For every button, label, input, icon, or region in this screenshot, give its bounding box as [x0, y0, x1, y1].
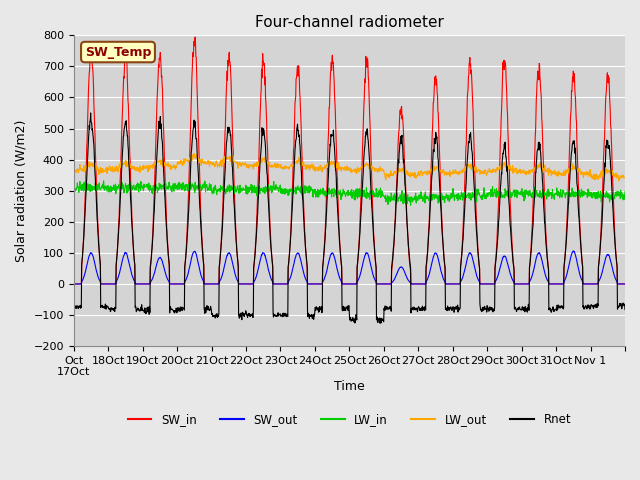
SW_in: [70, 281, 77, 287]
LW_in: [614, 189, 622, 194]
LW_out: [70, 168, 77, 173]
SW_out: [614, 281, 622, 287]
SW_in: [325, 121, 333, 127]
X-axis label: Time: Time: [334, 380, 365, 393]
SW_in: [191, 34, 199, 40]
SW_out: [70, 281, 77, 287]
Title: Four-channel radiometer: Four-channel radiometer: [255, 15, 444, 30]
LW_in: [100, 178, 108, 184]
LW_in: [335, 191, 343, 197]
Line: LW_out: LW_out: [74, 154, 625, 181]
LW_out: [335, 163, 343, 169]
SW_out: [335, 273, 342, 278]
Rnet: [157, 114, 164, 120]
SW_in: [156, 54, 164, 60]
LW_in: [325, 187, 333, 192]
Rnet: [480, 307, 488, 313]
LW_out: [479, 169, 487, 175]
Rnet: [614, 305, 622, 311]
LW_in: [70, 184, 77, 190]
SW_in: [614, 281, 622, 287]
Line: SW_in: SW_in: [74, 37, 625, 284]
Rnet: [621, 307, 629, 312]
LW_in: [480, 185, 488, 191]
Rnet: [561, 257, 568, 263]
Rnet: [87, 110, 95, 116]
SW_out: [560, 278, 568, 284]
Y-axis label: Solar radiation (W/m2): Solar radiation (W/m2): [15, 120, 28, 262]
Line: SW_out: SW_out: [74, 251, 625, 284]
LW_out: [561, 168, 568, 174]
SW_out: [479, 281, 487, 287]
LW_out: [325, 160, 333, 166]
Text: SW_Temp: SW_Temp: [85, 46, 151, 59]
Rnet: [335, 233, 343, 239]
Rnet: [325, 164, 333, 170]
LW_in: [157, 183, 164, 189]
SW_in: [561, 262, 568, 267]
LW_out: [621, 174, 629, 180]
LW_out: [156, 157, 164, 163]
SW_out: [156, 255, 164, 261]
SW_out: [621, 281, 629, 287]
Legend: SW_in, SW_out, LW_in, LW_out, Rnet: SW_in, SW_out, LW_in, LW_out, Rnet: [123, 408, 576, 431]
LW_in: [561, 192, 568, 198]
LW_out: [190, 151, 198, 156]
SW_out: [570, 248, 577, 254]
SW_in: [479, 281, 487, 287]
Line: Rnet: Rnet: [74, 113, 625, 324]
LW_in: [621, 189, 629, 194]
LW_out: [614, 175, 622, 180]
SW_in: [621, 281, 629, 287]
SW_out: [324, 261, 332, 266]
Line: LW_in: LW_in: [74, 181, 625, 205]
LW_in: [407, 203, 415, 208]
LW_out: [615, 178, 623, 184]
Rnet: [376, 321, 384, 326]
Rnet: [70, 304, 77, 310]
SW_in: [335, 228, 343, 233]
